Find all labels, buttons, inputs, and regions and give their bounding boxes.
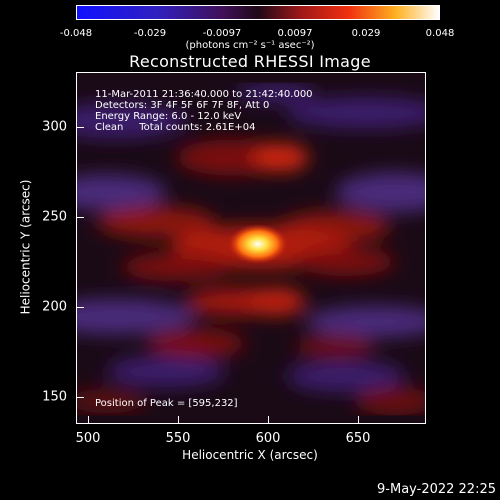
detectors-info: Detectors: 3F 4F 5F 6F 7F 8F, Att 0 (95, 100, 270, 111)
colorbar-tick-label: 0.048 (425, 28, 455, 39)
observation-time: 11-Mar-2011 21:36:40.000 to 21:42:40.000 (95, 89, 313, 100)
colorbar-tick-label: -0.048 (59, 28, 93, 39)
x-tick-label: 650 (345, 431, 371, 446)
colorbar (76, 5, 440, 20)
peak-position: Position of Peak = [595,232] (95, 398, 238, 409)
colorbar-tick-label: -0.029 (133, 28, 167, 39)
x-tick-label: 500 (75, 431, 101, 446)
y-tick-label: 150 (42, 389, 67, 405)
colorbar-tick-label: 0.0097 (277, 28, 313, 39)
y-tick-label: 300 (42, 119, 67, 135)
y-tick-label: 250 (42, 209, 67, 225)
reconstructed-image (77, 73, 425, 423)
rhessi-image-plot: 11-Mar-2011 21:36:40.000 to 21:42:40.000… (76, 72, 426, 424)
x-tick-label: 600 (255, 431, 281, 446)
colorbar-tick-label: 0.029 (351, 28, 381, 39)
x-tick-label: 550 (165, 431, 191, 446)
x-axis-label: Heliocentric X (arcsec) (182, 448, 318, 462)
colorbar-units: (photons cm⁻² s⁻¹ asec⁻²) (185, 40, 315, 51)
y-axis-label: Heliocentric Y (arcsec) (18, 179, 33, 315)
footer-date: 9-May-2022 22:25 (377, 482, 496, 497)
colorbar-tick-label: -0.0097 (202, 28, 242, 39)
energy-range: Energy Range: 6.0 - 12.0 keV (95, 111, 242, 122)
clean-total-counts: Clean Total counts: 2.61E+04 (95, 122, 256, 133)
y-tick-label: 200 (42, 299, 67, 315)
image-title: Reconstructed RHESSI Image (129, 52, 371, 71)
